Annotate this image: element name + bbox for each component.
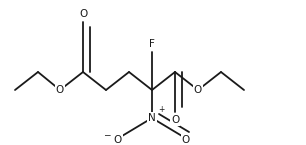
- Text: O: O: [194, 85, 202, 95]
- Text: +: +: [158, 106, 164, 115]
- Text: −: −: [103, 130, 111, 139]
- Text: O: O: [114, 135, 122, 145]
- Text: O: O: [182, 135, 190, 145]
- Text: N: N: [148, 113, 156, 123]
- Text: F: F: [149, 39, 155, 49]
- Text: O: O: [56, 85, 64, 95]
- Text: O: O: [79, 9, 87, 19]
- Text: O: O: [171, 115, 179, 125]
